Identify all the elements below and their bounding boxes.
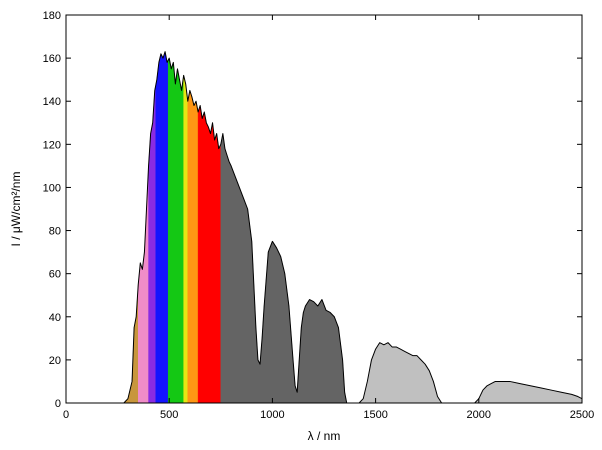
y-tick-label: 120 <box>43 139 61 151</box>
y-tick-label: 180 <box>43 10 61 22</box>
region-blue <box>155 51 169 404</box>
x-tick-label: 2000 <box>467 409 491 421</box>
spectral-regions <box>123 51 583 404</box>
spectrum-outline <box>123 51 583 404</box>
x-tick-label: 500 <box>160 409 178 421</box>
y-tick-label: 0 <box>55 398 61 410</box>
region-green <box>167 57 184 404</box>
y-axis-label: I / μW/cm²/nm <box>9 172 23 247</box>
x-tick-label: 2500 <box>570 409 594 421</box>
region-red <box>197 105 222 404</box>
x-tick-label: 0 <box>63 409 69 421</box>
x-tick-label: 1000 <box>260 409 284 421</box>
region-orange <box>187 90 199 404</box>
y-tick-label: 140 <box>43 96 61 108</box>
y-tick-label: 40 <box>49 312 61 324</box>
x-axis-label: λ / nm <box>308 429 341 443</box>
y-tick-label: 20 <box>49 355 61 367</box>
y-tick-label: 60 <box>49 269 61 281</box>
x-tick-label: 1500 <box>363 409 387 421</box>
y-axis-ticks: 0 20 40 60 80 100 120 140 160 180 <box>43 10 582 410</box>
y-tick-label: 160 <box>43 53 61 65</box>
x-axis-ticks: 0 500 1000 1500 2000 2500 <box>63 15 594 421</box>
y-tick-label: 100 <box>43 182 61 194</box>
plot-frame <box>65 14 583 404</box>
y-tick-label: 80 <box>49 226 61 238</box>
region-yellow <box>183 75 189 404</box>
